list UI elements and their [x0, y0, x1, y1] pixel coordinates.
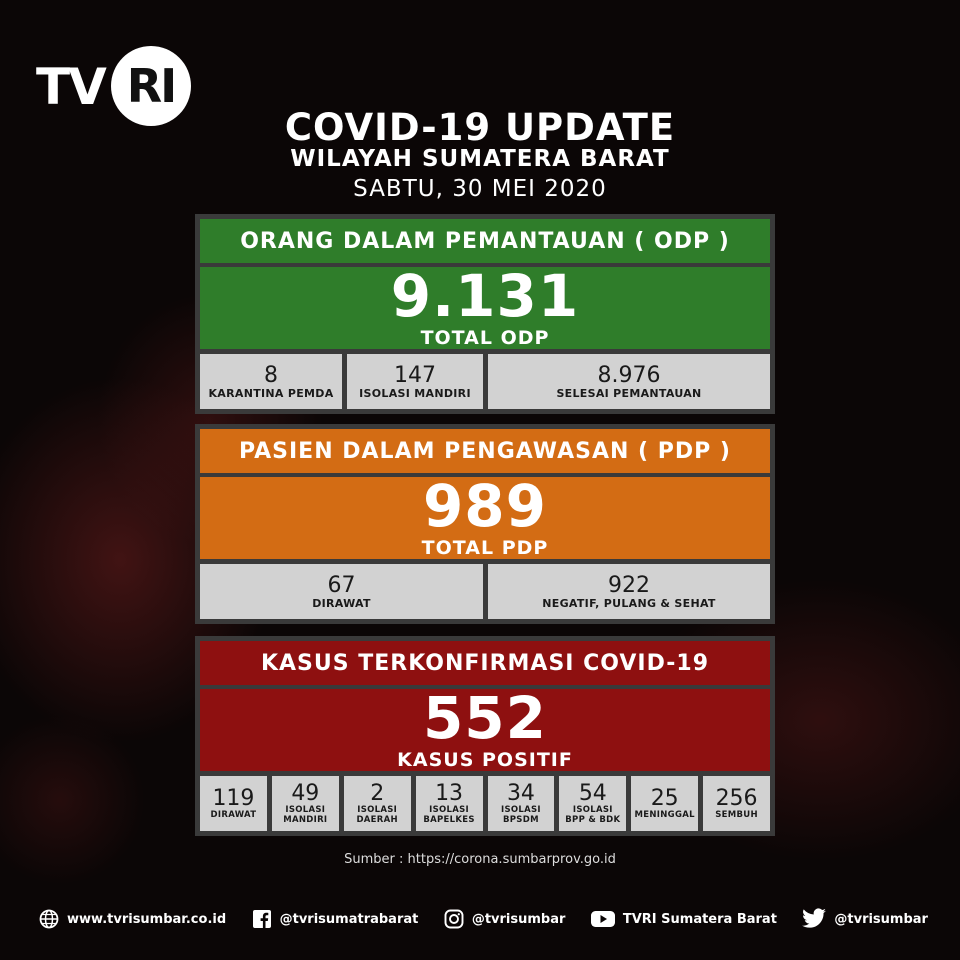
kasus-cell-value: 34 [506, 780, 535, 806]
kasus-cell-label: ISOLASI [357, 804, 398, 815]
kasus-total-label: KASUS POSITIF [397, 749, 573, 771]
odp-cell-karantina: 8 KARANTINA PEMDA [200, 354, 342, 409]
pdp-cell-dirawat: 67 DIRAWAT [200, 564, 483, 619]
kasus-cell-value: 25 [650, 785, 679, 811]
kasus-cell-label-2: BAPELKES [423, 814, 475, 825]
kasus-cell-value: 119 [212, 785, 255, 811]
kasus-total-value: 552 [422, 684, 548, 752]
pdp-total-label: TOTAL PDP [421, 537, 549, 559]
kasus-cell-value: 49 [291, 780, 320, 806]
kasus-cell-value: 256 [715, 785, 758, 811]
footer-website[interactable]: www.tvrisumbar.co.id [38, 908, 226, 930]
instagram-text: @tvrisumbar [471, 911, 566, 927]
pdp-cell-negatif: 922 NEGATIF, PULANG & SEHAT [488, 564, 770, 619]
kasus-cell-label-2: MANDIRI [283, 814, 328, 825]
odp-cell-label: SELESAI PEMANTAUAN [556, 386, 702, 400]
kasus-cell-label-2: BPSDM [503, 814, 539, 825]
facebook-icon [251, 908, 273, 930]
kasus-cell-label: ISOLASI [429, 804, 469, 815]
odp-cell-value: 8 [264, 362, 278, 388]
pdp-heading: PASIEN DALAM PENGAWASAN ( PDP ) [200, 429, 770, 473]
kasus-cell-label-2: BPP & BDK [565, 814, 621, 825]
odp-panel: ORANG DALAM PEMANTAUAN ( ODP ) 9.131 TOT… [195, 214, 775, 414]
youtube-text: TVRI Sumatera Barat [622, 911, 777, 927]
kasus-cell-value: 2 [370, 780, 385, 806]
kasus-cell-sembuh: 256 SEMBUH [703, 776, 770, 831]
pdp-breakdown-row: 67 DIRAWAT 922 NEGATIF, PULANG & SEHAT [200, 564, 770, 619]
source-text: Sumber : https://corona.sumbarprov.go.id [344, 852, 616, 867]
youtube-icon [590, 908, 616, 930]
kasus-cell-dirawat: 119 DIRAWAT [200, 776, 267, 831]
facebook-text: @tvrisumatrabarat [279, 911, 419, 927]
kasus-cell-isolasi-bapelkes: 13 ISOLASI BAPELKES [415, 776, 483, 831]
report-date: SABTU, 30 MEI 2020 [353, 176, 607, 202]
kasus-cell-value: 13 [435, 780, 464, 806]
kasus-cell-meninggal: 25 MENINGGAL [631, 776, 699, 831]
page-title: COVID-19 UPDATE [284, 106, 676, 149]
logo-tv-text: TV [36, 58, 107, 116]
odp-cell-label: ISOLASI MANDIRI [359, 386, 471, 400]
website-text: www.tvrisumbar.co.id [67, 911, 227, 927]
footer-twitter[interactable]: @tvrisumbar [801, 908, 928, 930]
kasus-cell-label: DIRAWAT [210, 809, 257, 820]
pdp-cell-label: DIRAWAT [312, 596, 371, 610]
logo-ri-circle: RI [111, 46, 191, 126]
pdp-cell-value: 922 [608, 572, 650, 598]
kasus-cell-isolasi-bpsdm: 34 ISOLASI BPSDM [487, 776, 555, 831]
kasus-cell-label: ISOLASI [572, 804, 613, 815]
globe-icon [38, 908, 60, 930]
kasus-cell-label-2: DAERAH [356, 814, 398, 825]
odp-cell-selesai: 8.976 SELESAI PEMANTAUAN [488, 354, 770, 409]
region-subtitle: WILAYAH SUMATERA BARAT [290, 146, 670, 172]
footer-youtube[interactable]: TVRI Sumatera Barat [590, 908, 777, 930]
footer-instagram[interactable]: @tvrisumbar [443, 908, 566, 930]
footer-facebook[interactable]: @tvrisumatrabarat [251, 908, 419, 930]
tvri-logo: TV RI [36, 46, 191, 126]
odp-total-value: 9.131 [390, 262, 580, 330]
kasus-panel: KASUS TERKONFIRMASI COVID-19 552 KASUS P… [195, 636, 775, 836]
pdp-panel: PASIEN DALAM PENGAWASAN ( PDP ) 989 TOTA… [195, 424, 775, 624]
odp-breakdown-row: 8 KARANTINA PEMDA 147 ISOLASI MANDIRI 8.… [200, 354, 770, 409]
kasus-total-box: 552 KASUS POSITIF [200, 689, 770, 771]
kasus-cell-label: ISOLASI [285, 804, 326, 815]
kasus-cell-isolasi-bpp: 54 ISOLASI BPP & BDK [559, 776, 627, 831]
pdp-cell-label: NEGATIF, PULANG & SEHAT [542, 596, 716, 610]
kasus-cell-value: 54 [578, 780, 607, 806]
kasus-cell-label: ISOLASI [500, 804, 541, 815]
footer-social-bar: www.tvrisumbar.co.id @tvrisumatrabarat @… [38, 902, 928, 936]
twitter-text: @tvrisumbar [834, 911, 928, 927]
kasus-cell-label: SEMBUH [715, 809, 758, 820]
odp-cell-isolasi: 147 ISOLASI MANDIRI [347, 354, 483, 409]
odp-cell-value: 147 [394, 362, 436, 388]
odp-total-box: 9.131 TOTAL ODP [200, 267, 770, 349]
twitter-icon [801, 908, 827, 930]
pdp-total-value: 989 [422, 472, 548, 540]
kasus-heading: KASUS TERKONFIRMASI COVID-19 [200, 641, 770, 685]
odp-heading: ORANG DALAM PEMANTAUAN ( ODP ) [200, 219, 770, 263]
kasus-cell-label: MENINGGAL [634, 809, 695, 820]
instagram-icon [443, 908, 465, 930]
odp-cell-value: 8.976 [597, 362, 661, 388]
odp-total-label: TOTAL ODP [420, 327, 550, 349]
pdp-total-box: 989 TOTAL PDP [200, 477, 770, 559]
kasus-cell-isolasi-daerah: 2 ISOLASI DAERAH [343, 776, 411, 831]
odp-cell-label: KARANTINA PEMDA [208, 386, 334, 400]
kasus-cell-isolasi-mandiri: 49 ISOLASI MANDIRI [271, 776, 339, 831]
kasus-breakdown-row: 119 DIRAWAT 49 ISOLASI MANDIRI 2 ISOLASI… [200, 776, 770, 831]
pdp-cell-value: 67 [327, 572, 356, 598]
